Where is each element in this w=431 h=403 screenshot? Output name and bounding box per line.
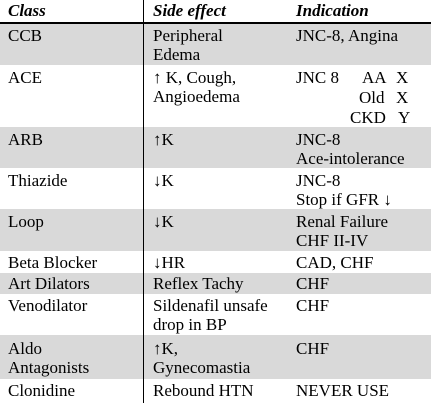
indication-key: AA xyxy=(362,68,387,87)
table-row: Art Dilators Reflex Tachy CHF xyxy=(0,273,431,294)
side-effect-line: ↑K, xyxy=(153,339,179,358)
table-row: ARB ↑K JNC-8 Ace-intolerance xyxy=(0,127,431,168)
side-effect-line: Reflex Tachy xyxy=(153,274,244,293)
side-effect-line: ↓K xyxy=(153,171,174,190)
side-effect-line: ↑K xyxy=(153,130,174,149)
indication-line: JNC-8 xyxy=(296,130,341,149)
indication-line: JNC-8 xyxy=(296,171,341,190)
table-row: Loop ↓K Renal Failure CHF II-IV xyxy=(0,209,431,251)
side-effect-line: ↑ K, Cough, xyxy=(153,68,237,87)
side-effect-line: Rebound HTN xyxy=(153,381,254,400)
side-effect-line: drop in BP xyxy=(153,315,227,334)
class-cell: CCB xyxy=(8,26,43,45)
indication-line: CHF xyxy=(296,296,330,315)
class-cell: Art Dilators xyxy=(8,274,90,293)
indication-line: Renal Failure xyxy=(296,212,389,231)
side-effect-line: Angioedema xyxy=(153,87,240,106)
indication-line: CAD, CHF xyxy=(296,253,374,272)
header-class: Class xyxy=(8,1,46,20)
class-cell: Antagonists xyxy=(8,358,90,377)
indication-line: CHF xyxy=(296,274,330,293)
indication-line: JNC-8, Angina xyxy=(296,26,398,45)
class-cell: Loop xyxy=(8,212,44,231)
table-row: Thiazide ↓K JNC-8 Stop if GFR ↓ xyxy=(0,168,431,209)
table-row: Clonidine Rebound HTN NEVER USE xyxy=(0,379,431,403)
indication-value: Y xyxy=(398,108,411,127)
side-effect-line: Edema xyxy=(153,45,201,64)
class-cell: Thiazide xyxy=(8,171,68,190)
header-side-effect: Side effect xyxy=(153,1,226,20)
indication-label: JNC 8 xyxy=(296,68,339,87)
class-cell: Beta Blocker xyxy=(8,253,98,272)
table-row: Aldo Antagonists ↑K, Gynecomastia CHF xyxy=(0,335,431,379)
class-cell: ARB xyxy=(8,130,43,149)
class-cell: Venodilator xyxy=(8,296,88,315)
indication-value: X xyxy=(396,68,409,87)
side-effect-line: ↓K xyxy=(153,212,174,231)
side-effect-line: Sildenafil unsafe xyxy=(153,296,268,315)
indication-line: Stop if GFR ↓ xyxy=(296,190,392,209)
indication-key: CKD xyxy=(350,108,386,127)
class-cell: Aldo xyxy=(8,339,42,358)
indication-line: NEVER USE xyxy=(296,381,390,400)
header-indication: Indication xyxy=(296,1,369,20)
indication-key: Old xyxy=(359,88,385,107)
header-row: Class Side effect Indication xyxy=(0,0,431,24)
table-row: Beta Blocker ↓HR CAD, CHF xyxy=(0,251,431,273)
side-effect-line: Gynecomastia xyxy=(153,358,251,377)
indication-line: CHF xyxy=(296,339,330,358)
column-divider xyxy=(143,0,144,403)
table-row: CCB Peripheral Edema JNC-8, Angina xyxy=(0,24,431,65)
indication-line: CHF II-IV xyxy=(296,231,369,250)
side-effect-line: ↓HR xyxy=(153,253,186,272)
table-row: ACE ↑ K, Cough, Angioedema JNC 8 AA X Ol… xyxy=(0,65,431,127)
table-row: Venodilator Sildenafil unsafe drop in BP… xyxy=(0,294,431,335)
indication-line: Ace-intolerance xyxy=(296,149,405,168)
indication-value: X xyxy=(396,88,409,107)
class-cell: Clonidine xyxy=(8,381,76,400)
class-cell: ACE xyxy=(8,68,42,87)
side-effect-line: Peripheral xyxy=(153,26,223,45)
